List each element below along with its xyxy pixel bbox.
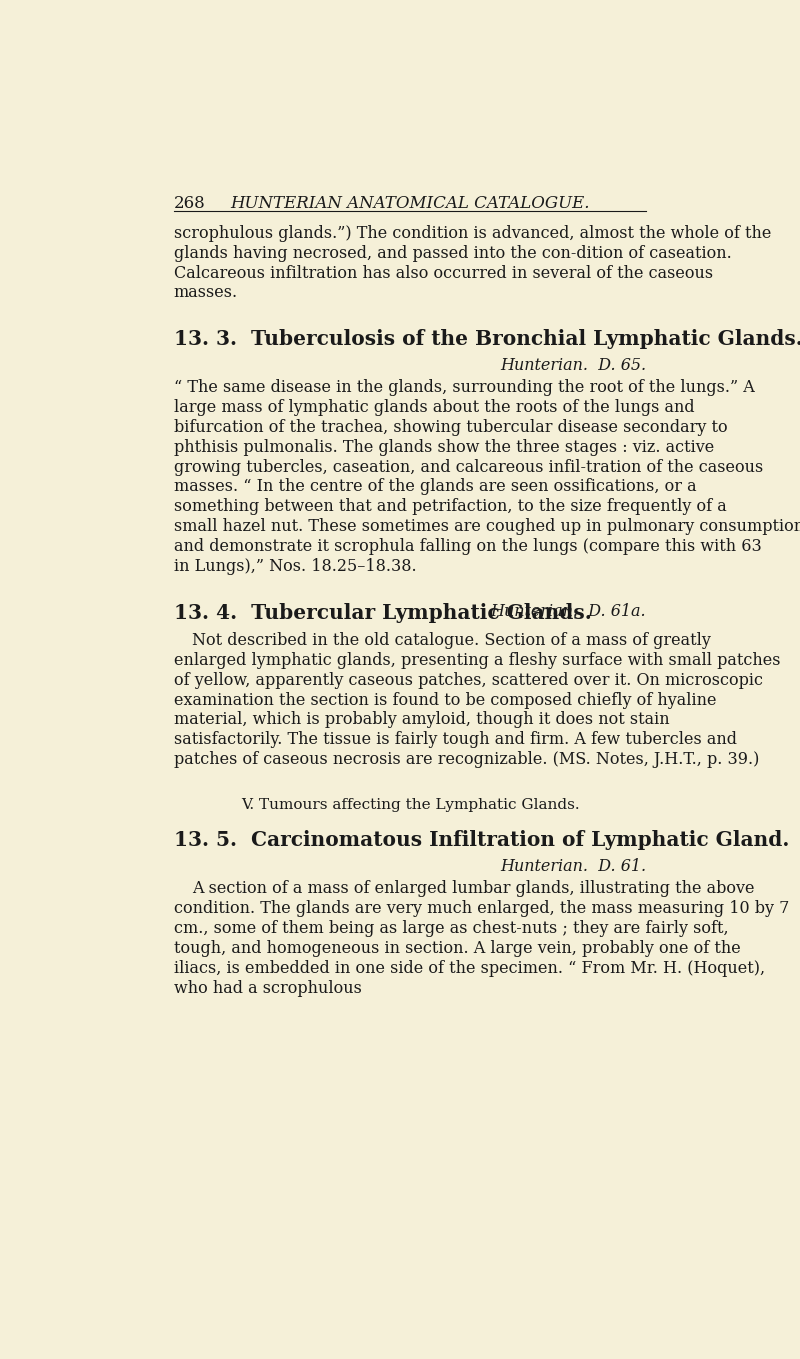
Text: and demonstrate it scrophula falling on the lungs (compare this with 63: and demonstrate it scrophula falling on … xyxy=(174,538,762,556)
Text: enlarged lymphatic glands, presenting a fleshy surface with small patches: enlarged lymphatic glands, presenting a … xyxy=(174,652,780,669)
Text: bifurcation of the trachea, showing tubercular disease secondary to: bifurcation of the trachea, showing tube… xyxy=(174,419,727,436)
Text: 13. 4.  Tubercular Lymphatic Glands.: 13. 4. Tubercular Lymphatic Glands. xyxy=(174,603,591,622)
Text: Calcareous infiltration has also occurred in several of the caseous: Calcareous infiltration has also occurre… xyxy=(174,265,713,281)
Text: condition. The glands are very much enlarged, the mass measuring 10 by 7: condition. The glands are very much enla… xyxy=(174,900,789,917)
Text: Hunterian.  D. 65.: Hunterian. D. 65. xyxy=(500,357,646,374)
Text: 13. 3.  Tuberculosis of the Bronchial Lymphatic Glands.: 13. 3. Tuberculosis of the Bronchial Lym… xyxy=(174,329,800,349)
Text: HUNTERIAN ANATOMICAL CATALOGUE.: HUNTERIAN ANATOMICAL CATALOGUE. xyxy=(230,196,590,212)
Text: in Lungs),” Nos. 18.25–18.38.: in Lungs),” Nos. 18.25–18.38. xyxy=(174,559,416,575)
Text: Hunterian.  D. 61.: Hunterian. D. 61. xyxy=(500,858,646,875)
Text: small hazel nut. These sometimes are coughed up in pulmonary consumption,: small hazel nut. These sometimes are cou… xyxy=(174,518,800,535)
Text: Hunterian.  D. 61a.: Hunterian. D. 61a. xyxy=(490,603,646,620)
Text: V. Tumours affecting the Lymphatic Glands.: V. Tumours affecting the Lymphatic Gland… xyxy=(241,798,579,813)
Text: phthisis pulmonalis. The glands show the three stages : viz. active: phthisis pulmonalis. The glands show the… xyxy=(174,439,714,455)
Text: “ The same disease in the glands, surrounding the root of the lungs.” A: “ The same disease in the glands, surrou… xyxy=(174,379,754,395)
Text: material, which is probably amyloid, though it does not stain: material, which is probably amyloid, tho… xyxy=(174,712,670,728)
Text: large mass of lymphatic glands about the roots of the lungs and: large mass of lymphatic glands about the… xyxy=(174,398,694,416)
Text: examination the section is found to be composed chiefly of hyaline: examination the section is found to be c… xyxy=(174,692,716,708)
Text: masses.: masses. xyxy=(174,284,238,302)
Text: iliacs, is embedded in one side of the specimen. “ From Mr. H. (Hoquet),: iliacs, is embedded in one side of the s… xyxy=(174,959,765,977)
Text: A section of a mass of enlarged lumbar glands, illustrating the above: A section of a mass of enlarged lumbar g… xyxy=(192,879,754,897)
Text: who had a scrophulous: who had a scrophulous xyxy=(174,980,362,996)
Text: of yellow, apparently caseous patches, scattered over it. On microscopic: of yellow, apparently caseous patches, s… xyxy=(174,671,762,689)
Text: scrophulous glands.”) The condition is advanced, almost the whole of the: scrophulous glands.”) The condition is a… xyxy=(174,224,771,242)
Text: growing tubercles, caseation, and calcareous infil-tration of the caseous: growing tubercles, caseation, and calcar… xyxy=(174,458,763,476)
Text: 13. 5.  Carcinomatous Infiltration of Lymphatic Gland.: 13. 5. Carcinomatous Infiltration of Lym… xyxy=(174,830,789,851)
Text: Not described in the old catalogue. Section of a mass of greatly: Not described in the old catalogue. Sect… xyxy=(192,632,711,648)
Text: cm., some of them being as large as chest-nuts ; they are fairly soft,: cm., some of them being as large as ches… xyxy=(174,920,728,936)
Text: something between that and petrifaction, to the size frequently of a: something between that and petrifaction,… xyxy=(174,499,726,515)
Text: glands having necrosed, and passed into the con-dition of caseation.: glands having necrosed, and passed into … xyxy=(174,245,731,261)
Text: masses. “ In the centre of the glands are seen ossifications, or a: masses. “ In the centre of the glands ar… xyxy=(174,478,696,496)
Text: patches of caseous necrosis are recognizable. (MS. Notes, J.H.T., p. 39.): patches of caseous necrosis are recogniz… xyxy=(174,752,759,768)
Text: satisfactorily. The tissue is fairly tough and firm. A few tubercles and: satisfactorily. The tissue is fairly tou… xyxy=(174,731,737,749)
Text: 268: 268 xyxy=(174,196,206,212)
Text: tough, and homogeneous in section. A large vein, probably one of the: tough, and homogeneous in section. A lar… xyxy=(174,939,740,957)
